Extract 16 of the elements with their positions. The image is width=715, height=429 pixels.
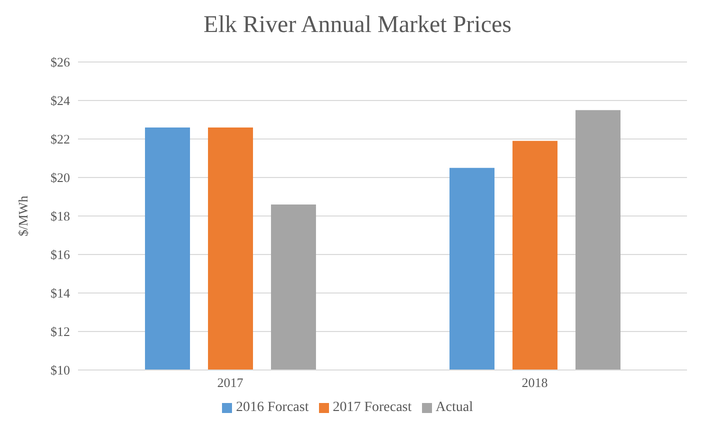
- legend-label: 2016 Forcast: [236, 400, 309, 415]
- y-axis-title: $/MWh: [16, 195, 31, 236]
- y-tick-label: $12: [50, 324, 70, 340]
- legend-label: 2017 Forecast: [332, 400, 412, 415]
- y-tick-label: $10: [50, 362, 70, 378]
- y-tick-label: $26: [50, 54, 70, 70]
- y-tick-label: $20: [50, 170, 70, 186]
- y-tick-label: $24: [50, 93, 70, 108]
- y-tick-label: $22: [50, 132, 70, 147]
- legend-label: Actual: [436, 400, 473, 415]
- chart-title: Elk River Annual Market Prices: [202, 11, 512, 40]
- x-tick-label: 2018: [522, 375, 548, 390]
- y-tick-label: $14: [50, 286, 70, 301]
- y-tick-label: $16: [50, 247, 70, 262]
- x-tick-label: 2017: [217, 375, 244, 390]
- y-tick-label: $18: [50, 208, 70, 224]
